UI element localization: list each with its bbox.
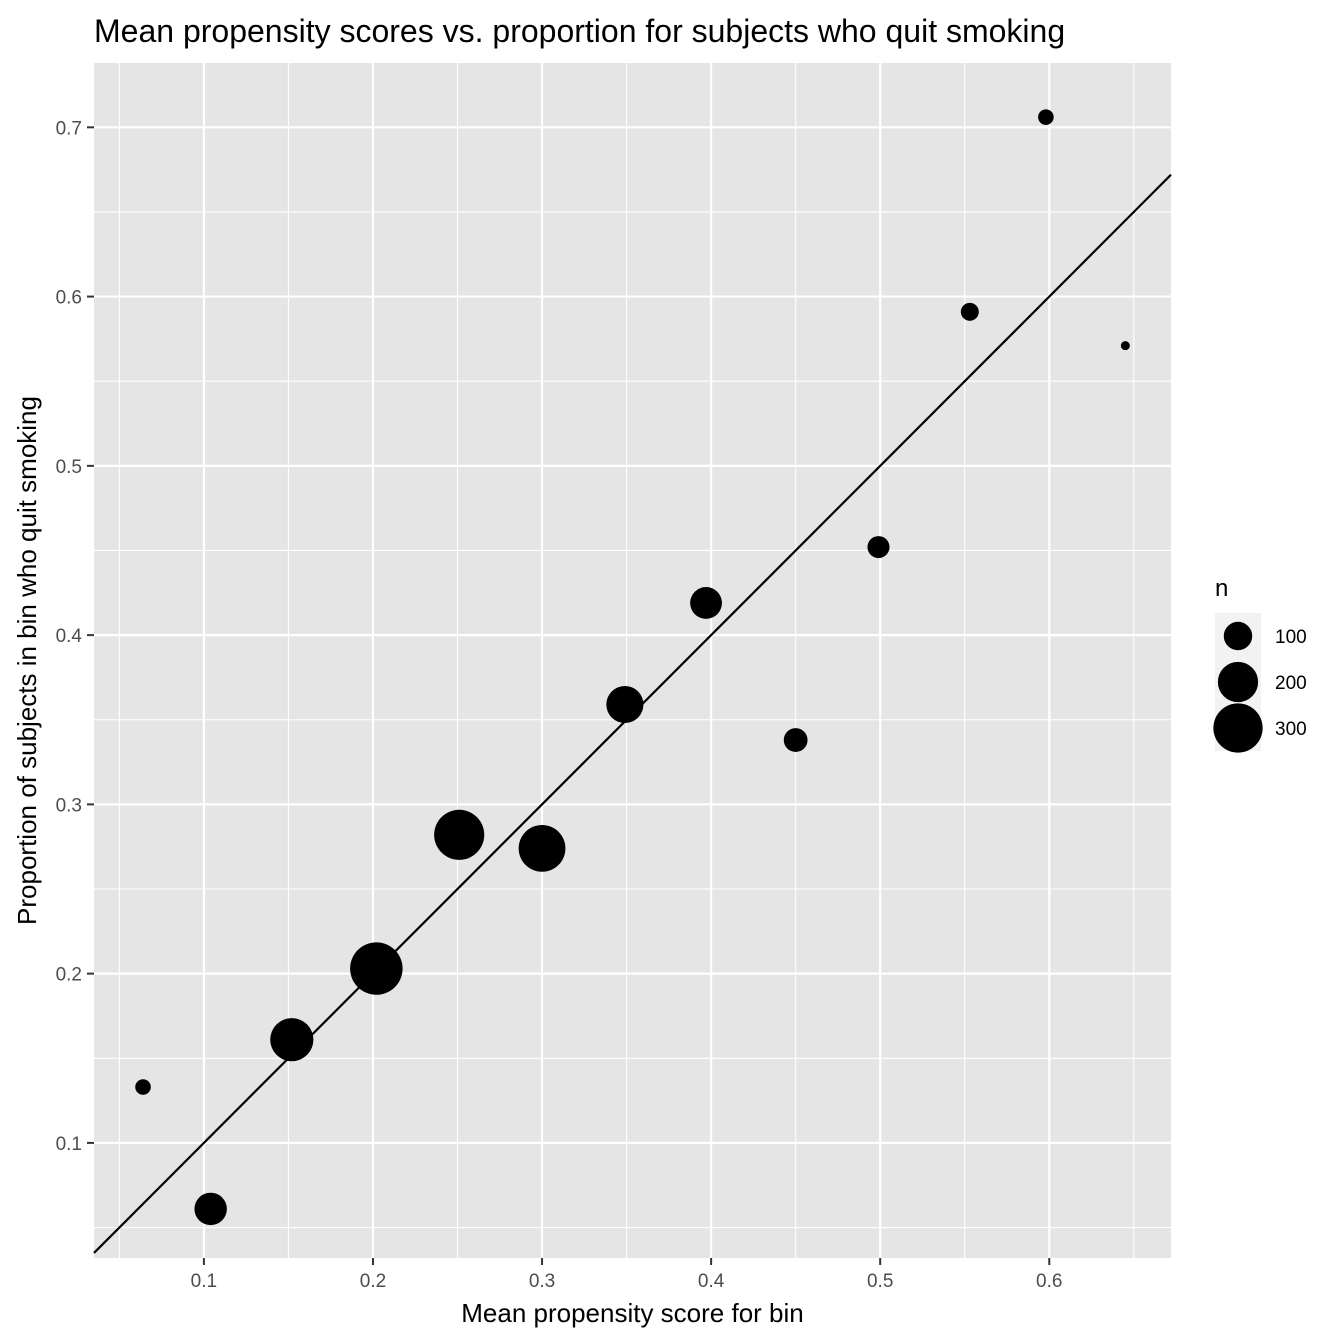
legend-label: 100 <box>1275 627 1307 648</box>
legend-key-point <box>1213 703 1263 753</box>
legend-label: 200 <box>1275 673 1307 694</box>
x-axis-title: Mean propensity score for bin <box>461 1298 804 1328</box>
chart-title: Mean propensity scores vs. proportion fo… <box>94 13 1065 49</box>
y-axis-title: Proportion of subjects in bin who quit s… <box>12 396 42 925</box>
data-point <box>690 587 722 619</box>
x-tick-label: 0.5 <box>867 1271 893 1292</box>
y-tick-label: 0.1 <box>56 1134 82 1155</box>
data-point <box>783 728 808 752</box>
plot-panel <box>94 63 1171 1258</box>
minor-gridlines <box>94 63 1171 1258</box>
data-point <box>867 536 890 559</box>
x-axis-ticks: 0.1 0.2 0.3 0.4 0.5 0.6 <box>191 1258 1062 1292</box>
legend-key-point <box>1217 661 1259 703</box>
x-tick-label: 0.1 <box>191 1271 217 1292</box>
size-legend: n 100 200 300 <box>1213 575 1307 753</box>
legend-label: 300 <box>1275 719 1307 740</box>
data-point <box>960 302 979 321</box>
data-point <box>434 809 485 860</box>
data-point <box>194 1192 227 1226</box>
y-tick-label: 0.3 <box>56 795 82 816</box>
data-point <box>270 1018 314 1062</box>
y-tick-label: 0.6 <box>56 288 82 309</box>
x-tick-label: 0.3 <box>529 1271 555 1292</box>
y-tick-label: 0.4 <box>56 626 83 647</box>
major-gridlines <box>94 63 1171 1258</box>
data-point <box>1038 109 1054 125</box>
x-tick-label: 0.2 <box>360 1271 386 1292</box>
data-point <box>1120 341 1130 351</box>
data-points <box>135 109 1130 1226</box>
legend-title: n <box>1215 575 1228 602</box>
y-tick-label: 0.7 <box>56 118 82 139</box>
legend-key-point <box>1223 621 1253 651</box>
data-point <box>135 1079 151 1095</box>
data-point <box>606 685 644 724</box>
data-point <box>350 942 403 995</box>
y-axis-ticks: 0.1 0.2 0.3 0.4 0.5 0.6 0.7 <box>56 118 94 1155</box>
x-tick-label: 0.4 <box>698 1271 725 1292</box>
x-tick-label: 0.6 <box>1036 1271 1062 1292</box>
data-point <box>518 824 566 872</box>
legend-keys: 100 200 300 <box>1213 613 1307 753</box>
y-tick-label: 0.2 <box>56 965 82 986</box>
y-tick-label: 0.5 <box>56 457 82 478</box>
